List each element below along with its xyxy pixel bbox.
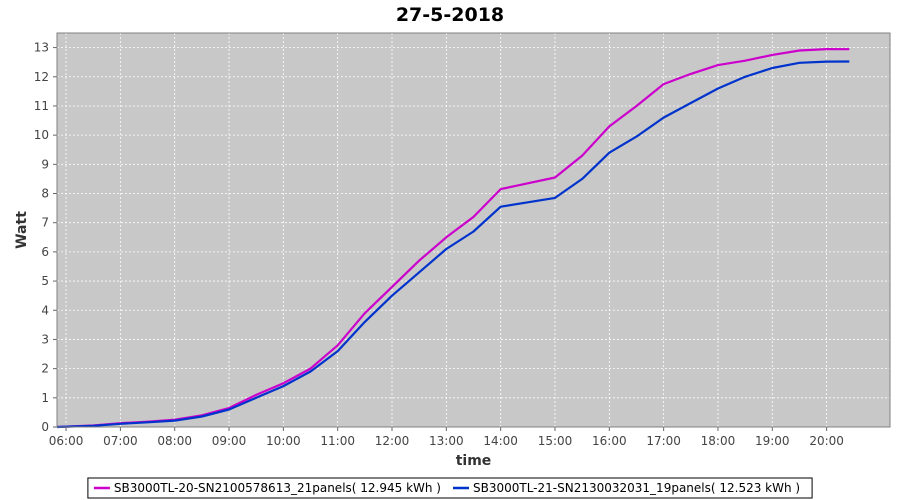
grid — [57, 33, 890, 428]
legend-label-2: SB3000TL-21-SN2130032031_19panels( 12.52… — [473, 481, 800, 495]
legend: SB3000TL-20-SN2100578613_21panels( 12.94… — [87, 477, 813, 499]
y-tick-label: 5 — [41, 274, 49, 288]
series-layer — [56, 47, 850, 429]
x-tick-label: 13:00 — [429, 434, 464, 448]
x-tick-label: 19:00 — [755, 434, 790, 448]
y-tick-label: 3 — [41, 332, 49, 346]
x-tick-label: 16:00 — [592, 434, 627, 448]
x-tick-label: 14:00 — [483, 434, 518, 448]
x-axis-label: time — [456, 453, 492, 469]
y-tick-label: 9 — [41, 157, 49, 171]
chart-title: 27-5-2018 — [396, 4, 504, 26]
y-tick-label: 4 — [41, 303, 49, 317]
y-tick-label: 1 — [41, 391, 49, 405]
y-tick-label: 6 — [41, 245, 49, 259]
y-tick-label: 11 — [34, 99, 49, 113]
series-line-1 — [56, 47, 850, 429]
x-tick-label: 08:00 — [157, 434, 192, 448]
x-tick-label: 06:00 — [49, 434, 84, 448]
series-line-2 — [56, 60, 850, 429]
x-tick-label: 07:00 — [103, 434, 138, 448]
x-tick-label: 18:00 — [701, 434, 736, 448]
x-tick-label: 10:00 — [266, 434, 301, 448]
x-tick-label: 09:00 — [212, 434, 247, 448]
x-tick-label: 11:00 — [320, 434, 355, 448]
y-tick-label: 2 — [41, 362, 49, 376]
y-axis-label: Watt — [14, 211, 30, 249]
y-tick-label: 13 — [34, 41, 49, 55]
legend-label-1: SB3000TL-20-SN2100578613_21panels( 12.94… — [114, 481, 441, 495]
plot-border — [56, 32, 891, 428]
y-tick-label: 12 — [34, 70, 49, 84]
x-tick-label: 17:00 — [646, 434, 681, 448]
y-tick-label: 7 — [41, 216, 49, 230]
x-tick-label: 20:00 — [809, 434, 844, 448]
y-tick-label: 10 — [34, 128, 49, 142]
x-tick-label: 12:00 — [375, 434, 410, 448]
legend-box — [87, 477, 813, 499]
y-tick-label: 0 — [41, 420, 49, 434]
x-tick-label: 15:00 — [538, 434, 573, 448]
y-tick-label: 8 — [41, 187, 49, 201]
plot-area — [57, 33, 890, 427]
